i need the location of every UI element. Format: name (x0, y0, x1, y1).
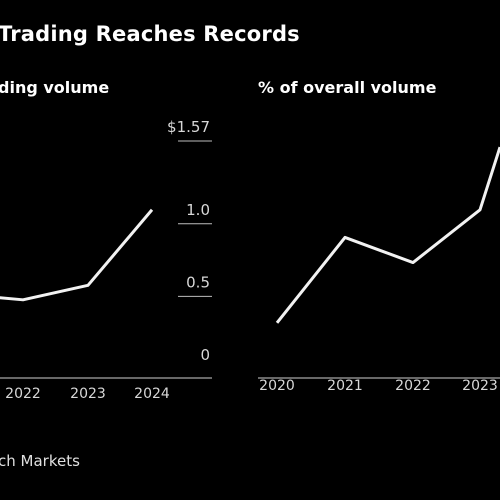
source-note: ch Markets (0, 452, 80, 470)
chart-title: Trading Reaches Records (0, 22, 300, 46)
left-ytick-label: $1.57 (167, 118, 210, 136)
left-ytick-label: 0 (200, 346, 210, 364)
left-chart-subtitle: ding volume (0, 78, 110, 97)
left-ytick-label: 0.5 (186, 273, 210, 291)
right-chart-subtitle: % of overall volume (258, 78, 437, 97)
right-xtick-label: 2023 (462, 378, 498, 394)
left-xtick-label: 2023 (70, 386, 106, 402)
left-xtick-label: 2022 (5, 386, 41, 402)
left-xtick-label: 2024 (134, 386, 170, 402)
left-series-line (0, 208, 154, 302)
left-ytick-label: 1.0 (186, 201, 210, 219)
right-xtick-label: 2022 (395, 378, 431, 394)
right-xtick-label: 2021 (327, 378, 363, 394)
right-series-line (275, 146, 500, 324)
right-xtick-label: 2020 (259, 378, 295, 394)
